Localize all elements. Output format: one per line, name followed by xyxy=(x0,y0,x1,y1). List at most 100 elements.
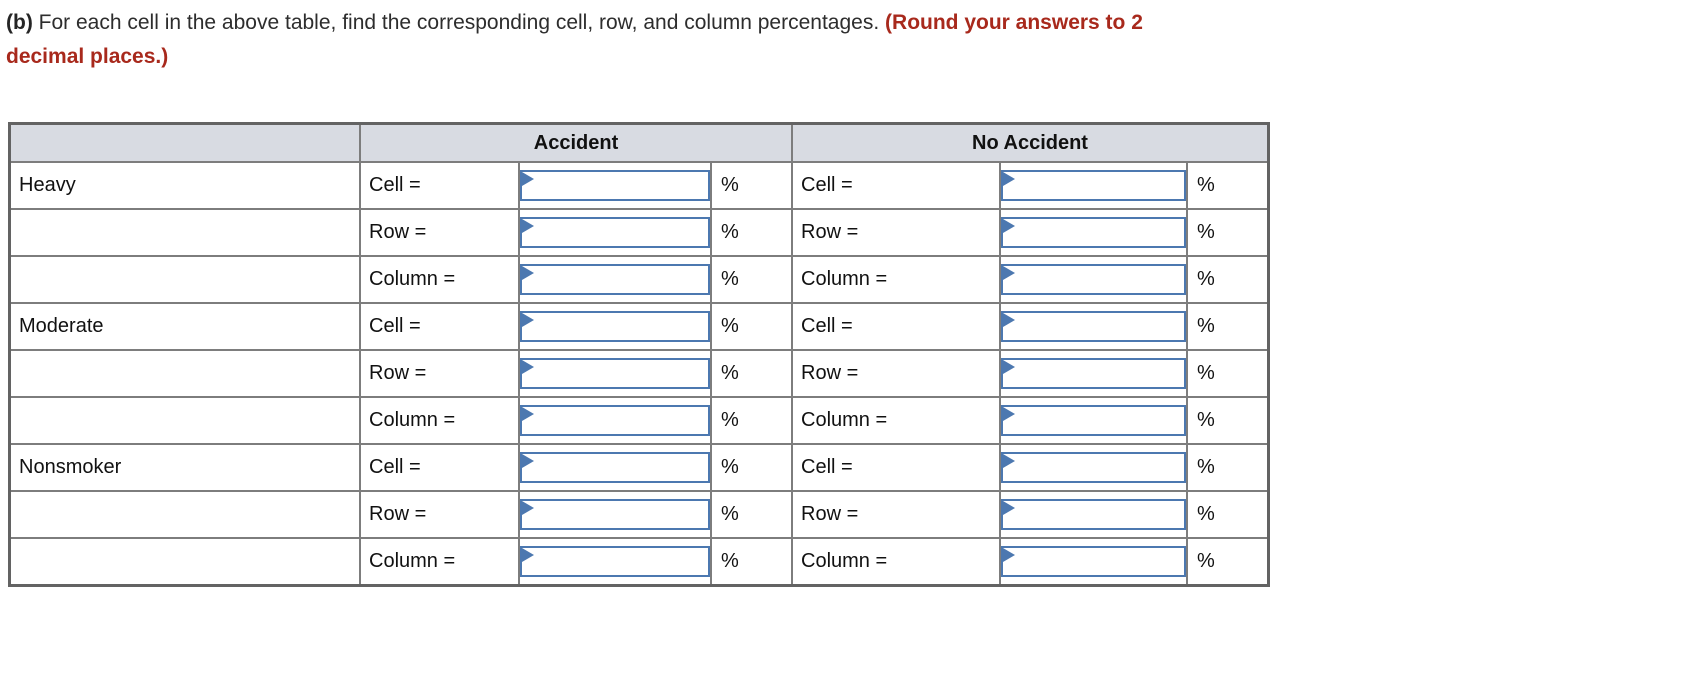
metric-label-cell: Row = xyxy=(791,490,1001,539)
header-row: Accident No Accident xyxy=(8,122,1270,163)
answer-cell xyxy=(999,396,1188,445)
row-label-heavy: Heavy xyxy=(8,161,361,210)
answer-box-no-accident[interactable] xyxy=(1002,358,1185,389)
metric-label-cell: Row = xyxy=(359,490,520,539)
answer-cell xyxy=(999,161,1188,210)
answer-cell xyxy=(518,208,712,257)
question-text: (b) For each cell in the above table, fi… xyxy=(6,6,1586,74)
answer-input-accident[interactable] xyxy=(522,454,708,481)
answer-input-accident[interactable] xyxy=(522,313,708,340)
answer-box-accident[interactable] xyxy=(521,311,709,342)
answer-cell xyxy=(518,537,712,586)
answer-box-no-accident[interactable] xyxy=(1002,452,1185,483)
table-row: Row = % Row = % xyxy=(8,208,1270,257)
metric-label-cell: Row = xyxy=(791,349,1001,398)
percent-sign: % xyxy=(1186,302,1270,351)
percent-sign: % xyxy=(1186,490,1270,539)
answer-cell xyxy=(999,255,1188,304)
percent-sign: % xyxy=(1186,208,1270,257)
answer-input-no-accident[interactable] xyxy=(1003,407,1184,434)
row-label-empty xyxy=(8,396,361,445)
answer-box-accident[interactable] xyxy=(521,545,709,577)
table-row: Column = % Column = % xyxy=(8,255,1270,304)
row-label-empty xyxy=(8,208,361,257)
question-body: For each cell in the above table, find t… xyxy=(38,11,880,34)
table-row: Nonsmoker Cell = % Cell = % xyxy=(8,443,1270,492)
answer-box-accident[interactable] xyxy=(521,170,709,201)
answer-box-accident[interactable] xyxy=(521,358,709,389)
answer-input-no-accident[interactable] xyxy=(1003,172,1184,199)
answer-box-no-accident[interactable] xyxy=(1002,405,1185,436)
percent-sign: % xyxy=(710,349,793,398)
metric-label-cell: Column = xyxy=(791,396,1001,445)
percent-sign: % xyxy=(710,255,793,304)
answer-box-accident[interactable] xyxy=(521,405,709,436)
table-row: Row = % Row = % xyxy=(8,490,1270,539)
metric-label-cell: Row = xyxy=(791,208,1001,257)
answer-cell xyxy=(999,302,1188,351)
answer-box-accident[interactable] xyxy=(521,452,709,483)
answer-input-no-accident[interactable] xyxy=(1003,547,1184,575)
answer-input-accident[interactable] xyxy=(522,501,708,528)
answer-box-accident[interactable] xyxy=(521,217,709,248)
table-row: Heavy Cell = % Cell = % xyxy=(8,161,1270,210)
answer-box-no-accident[interactable] xyxy=(1002,499,1185,530)
metric-label-cell: Cell = xyxy=(359,302,520,351)
metric-label-cell: Cell = xyxy=(791,443,1001,492)
answer-box-no-accident[interactable] xyxy=(1002,311,1185,342)
answer-input-no-accident[interactable] xyxy=(1003,454,1184,481)
column-header-no-accident: No Accident xyxy=(791,122,1270,163)
question-emphasis-line1: (Round your answers to 2 xyxy=(885,11,1143,34)
answer-input-no-accident[interactable] xyxy=(1003,313,1184,340)
row-label-empty xyxy=(8,490,361,539)
answer-input-no-accident[interactable] xyxy=(1003,501,1184,528)
percent-sign: % xyxy=(710,161,793,210)
answer-box-accident[interactable] xyxy=(521,264,709,295)
table-row: Column = % Column = % xyxy=(8,396,1270,445)
answer-input-no-accident[interactable] xyxy=(1003,266,1184,293)
answer-cell xyxy=(999,349,1188,398)
answer-input-no-accident[interactable] xyxy=(1003,219,1184,246)
answer-cell xyxy=(518,349,712,398)
column-header-accident: Accident xyxy=(359,122,793,163)
answer-box-no-accident[interactable] xyxy=(1002,264,1185,295)
percent-sign: % xyxy=(1186,255,1270,304)
answer-box-no-accident[interactable] xyxy=(1002,217,1185,248)
question-part-label: (b) xyxy=(6,11,33,34)
row-label-nonsmoker: Nonsmoker xyxy=(8,443,361,492)
percent-sign: % xyxy=(710,208,793,257)
row-label-empty xyxy=(8,255,361,304)
answer-input-accident[interactable] xyxy=(522,219,708,246)
answer-cell xyxy=(518,443,712,492)
answer-input-no-accident[interactable] xyxy=(1003,360,1184,387)
answer-input-accident[interactable] xyxy=(522,547,708,575)
answer-input-accident[interactable] xyxy=(522,172,708,199)
answer-box-accident[interactable] xyxy=(521,499,709,530)
answer-cell xyxy=(518,302,712,351)
percent-sign: % xyxy=(1186,443,1270,492)
answer-cell xyxy=(999,490,1188,539)
answer-cell xyxy=(518,490,712,539)
answer-cell xyxy=(999,443,1188,492)
metric-label-cell: Cell = xyxy=(359,161,520,210)
answer-input-accident[interactable] xyxy=(522,407,708,434)
answer-cell xyxy=(999,537,1188,586)
percent-sign: % xyxy=(710,537,793,586)
answer-input-accident[interactable] xyxy=(522,360,708,387)
percent-sign: % xyxy=(710,443,793,492)
answer-box-no-accident[interactable] xyxy=(1002,170,1185,201)
answer-input-accident[interactable] xyxy=(522,266,708,293)
answer-cell xyxy=(518,255,712,304)
table-row: Moderate Cell = % Cell = % xyxy=(8,302,1270,351)
row-label-moderate: Moderate xyxy=(8,302,361,351)
answer-cell xyxy=(999,208,1188,257)
percent-sign: % xyxy=(710,302,793,351)
metric-label-cell: Row = xyxy=(359,208,520,257)
percent-sign: % xyxy=(710,396,793,445)
row-label-empty xyxy=(8,537,361,586)
metric-label-cell: Column = xyxy=(359,537,520,586)
answer-box-no-accident[interactable] xyxy=(1002,545,1185,577)
metric-label-cell: Cell = xyxy=(359,443,520,492)
question-emphasis-line2: decimal places.) xyxy=(6,45,169,68)
